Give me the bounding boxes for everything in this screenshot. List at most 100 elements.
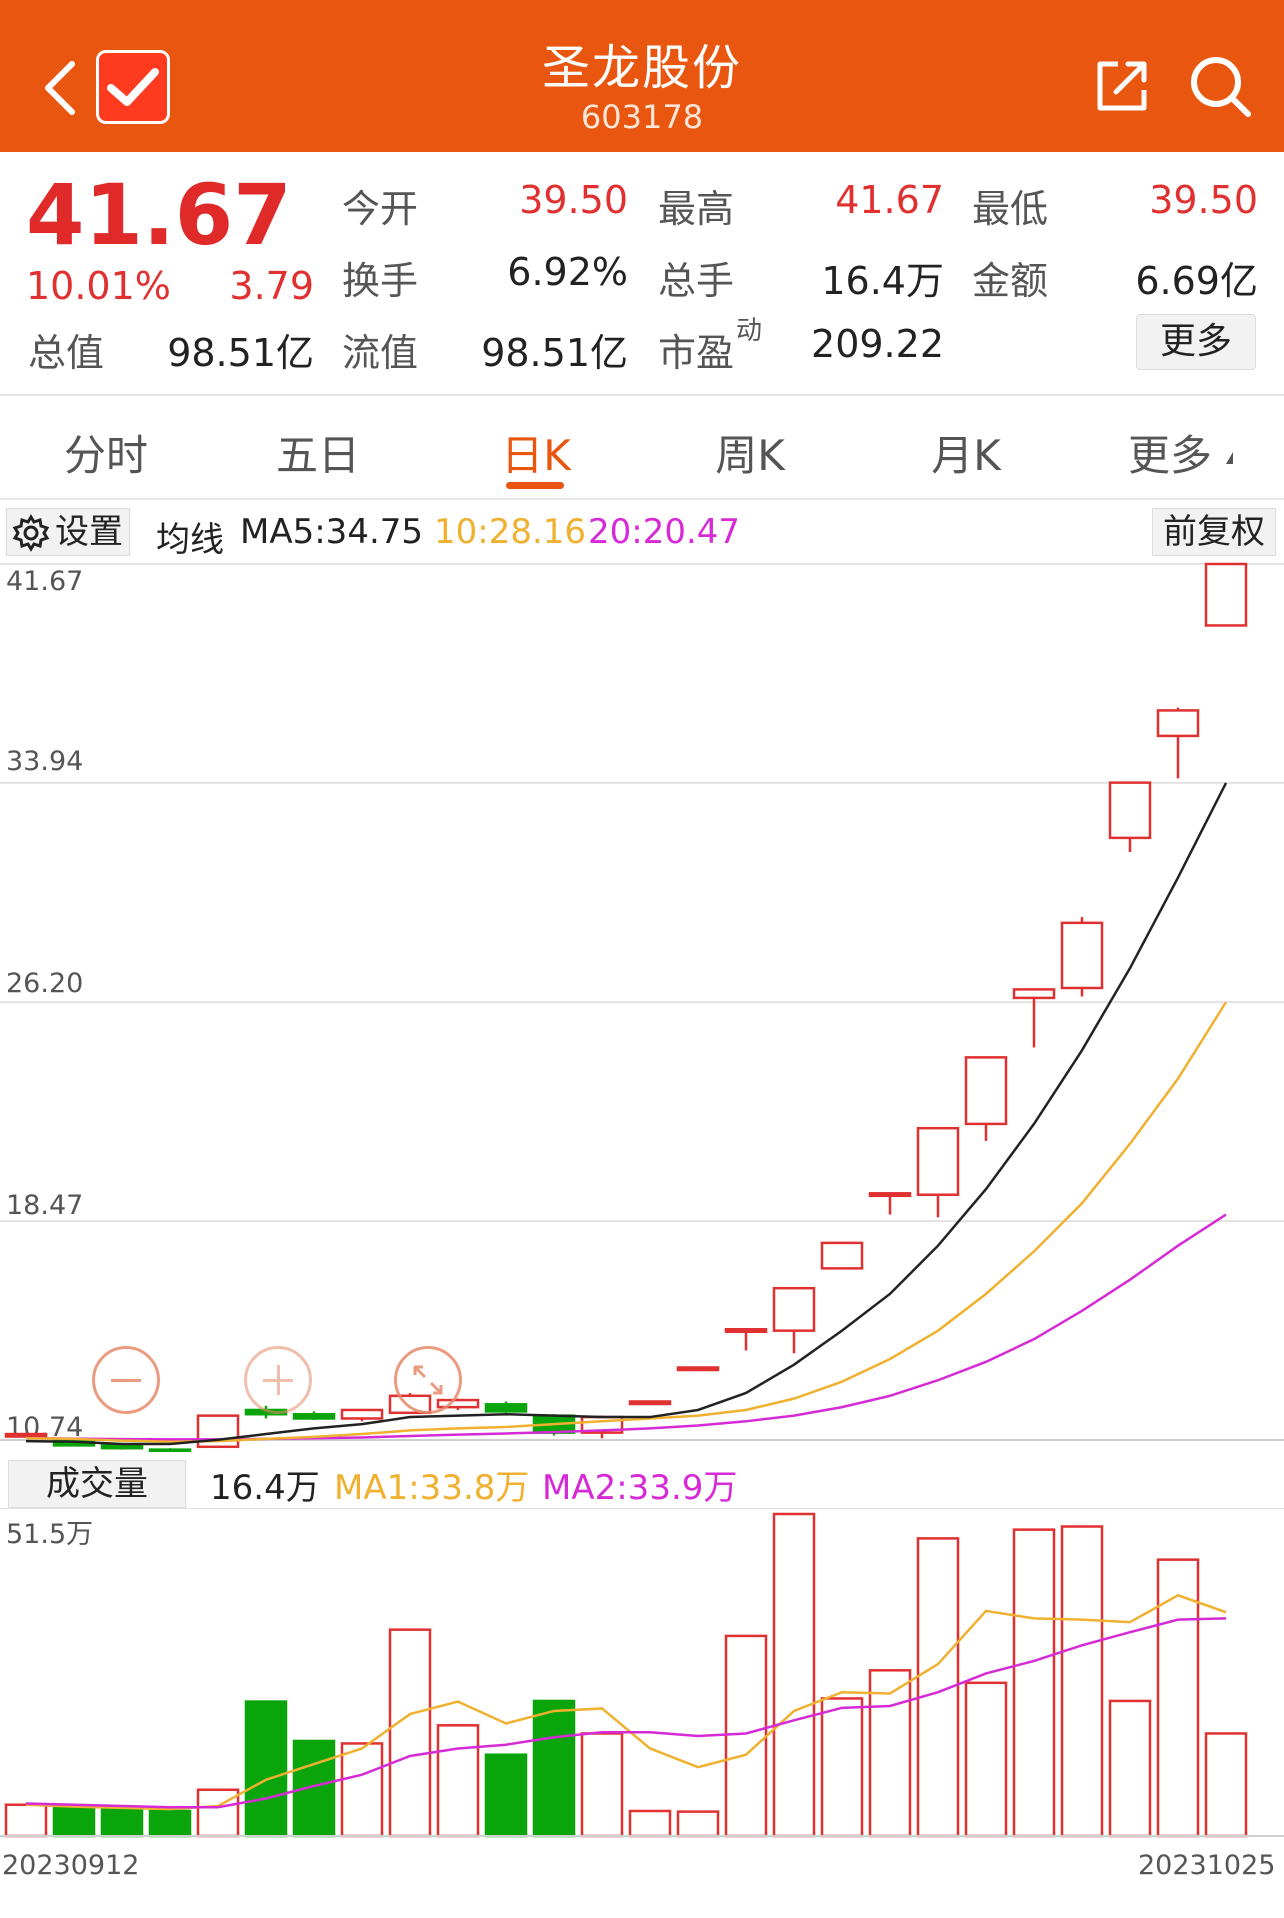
candle-body [820,1241,864,1270]
candle-body [916,1126,960,1196]
start-date: 20230912 [2,1850,140,1881]
quote-panel: 41.67 10.01% 3.79 总值 98.51亿 今开 39.50 换手 … [0,152,1284,396]
pe-value: 209.22 [811,322,944,366]
ma-legend-bar: 设置 均线 MA5:34.75 10:28.16 20:20.47 前复权 [0,500,1284,560]
more-quote-button[interactable]: 更多 [1136,314,1256,370]
minus-icon [111,1379,141,1382]
price-axis-label: 33.94 [6,746,84,777]
last-price: 41.67 [26,166,292,264]
zoom-out-button[interactable] [92,1346,160,1414]
ma20-line [25,1213,1227,1441]
mcap-label: 总值 [28,331,105,375]
volume-bar [628,1809,672,1838]
zoom-in-button[interactable] [244,1346,312,1414]
volume-bar [676,1810,720,1838]
candle-body [1108,781,1152,840]
plus-icon-vertical [277,1365,280,1395]
amount-value: 6.69亿 [1135,259,1258,303]
ma10-value: 10:28.16 [434,512,587,552]
volume-bar [820,1697,864,1838]
volume-value: 16.4万 [821,259,944,303]
watchlist-check-icon[interactable] [96,50,170,124]
pe-label: 市盈 [658,331,735,375]
candle-body [148,1448,192,1452]
volume-bar [1060,1525,1104,1838]
volume-chart[interactable] [0,1508,1284,1844]
end-date: 20231025 [1138,1850,1276,1881]
settings-button[interactable]: 设置 [6,508,130,556]
candle-body [1156,709,1200,738]
volume-bar [340,1742,384,1838]
ma20-value: 20:20.47 [588,512,741,552]
tab-daily-k[interactable]: 日K [501,431,571,480]
volume-bar [52,1805,96,1838]
tab-monthly-k[interactable]: 月K [931,431,1001,480]
ma-label: 均线 [156,520,224,560]
volume-ma2: MA2:33.9万 [542,1468,738,1508]
high-label: 最高 [658,187,735,231]
turnover-label: 换手 [342,259,419,303]
candle-body [628,1400,672,1406]
volume-bar [1108,1699,1152,1838]
volume-label: 总手 [658,259,735,303]
candle-body [484,1403,528,1413]
price-axis-label: 26.20 [6,968,84,999]
share-icon[interactable] [1090,54,1154,118]
volume-bar [580,1732,624,1838]
candle-body [1012,988,1056,1000]
volume-bar [4,1803,48,1838]
volume-legend-bar: 成交量 16.4万 MA1:33.8万 MA2:33.9万 [0,1452,1284,1508]
candle-body [1060,921,1104,990]
candlestick-chart[interactable] [0,550,1284,1452]
tab-weekly-k[interactable]: 周K [715,431,785,480]
ma5-line [25,782,1228,1446]
volume-bar [196,1788,240,1838]
ma5-value: MA5:34.75 [240,512,424,552]
high-value: 41.67 [835,178,944,222]
volume-indicator-button[interactable]: 成交量 [8,1460,186,1508]
candle-body [292,1412,336,1420]
price-axis-label: 41.67 [6,566,84,597]
back-icon[interactable] [34,48,86,128]
candle-body [724,1328,768,1334]
expand-icon [413,1365,443,1395]
active-tab-indicator [506,482,564,489]
open-label: 今开 [342,187,419,231]
volume-bar [1012,1528,1056,1838]
tab-five-day[interactable]: 五日 [275,431,360,480]
volume-bar [436,1724,480,1838]
volume-axis-max: 51.5万 [6,1519,94,1550]
change-amount: 3.79 [229,264,314,308]
stock-code: 603178 [580,98,704,136]
ma10-line [25,1001,1228,1443]
price-axis-label: 18.47 [6,1190,84,1221]
tab-intraday[interactable]: 分时 [63,431,148,480]
search-icon[interactable] [1186,52,1256,122]
float-label: 流值 [342,331,419,375]
stock-name: 圣龙股份 [541,40,742,96]
candle-body [676,1366,720,1372]
change-percent: 10.01% [26,264,171,308]
low-value: 39.50 [1149,178,1258,222]
settings-label: 设置 [55,512,123,552]
volume-bar [1204,1732,1248,1838]
amount-label: 金额 [972,259,1049,303]
volume-bar [532,1699,576,1838]
turnover-value: 6.92% [507,250,628,294]
gear-icon [12,514,50,552]
volume-ma2-line [25,1617,1227,1809]
float-value: 98.51亿 [481,331,628,375]
adjust-button[interactable]: 前复权 [1152,508,1276,556]
expand-button[interactable] [394,1346,462,1414]
volume-bar [244,1700,288,1838]
candle-body [1204,562,1248,627]
volume-value: 16.4万 [210,1468,320,1508]
top-bar: 圣龙股份 603178 [0,0,1284,152]
volume-bar [964,1681,1008,1838]
tab-more[interactable]: 更多 [1127,431,1212,480]
volume-bar [724,1634,768,1838]
volume-bar [388,1628,432,1838]
volume-bar [148,1809,192,1838]
open-value: 39.50 [519,178,628,222]
mcap-value: 98.51亿 [167,331,314,375]
